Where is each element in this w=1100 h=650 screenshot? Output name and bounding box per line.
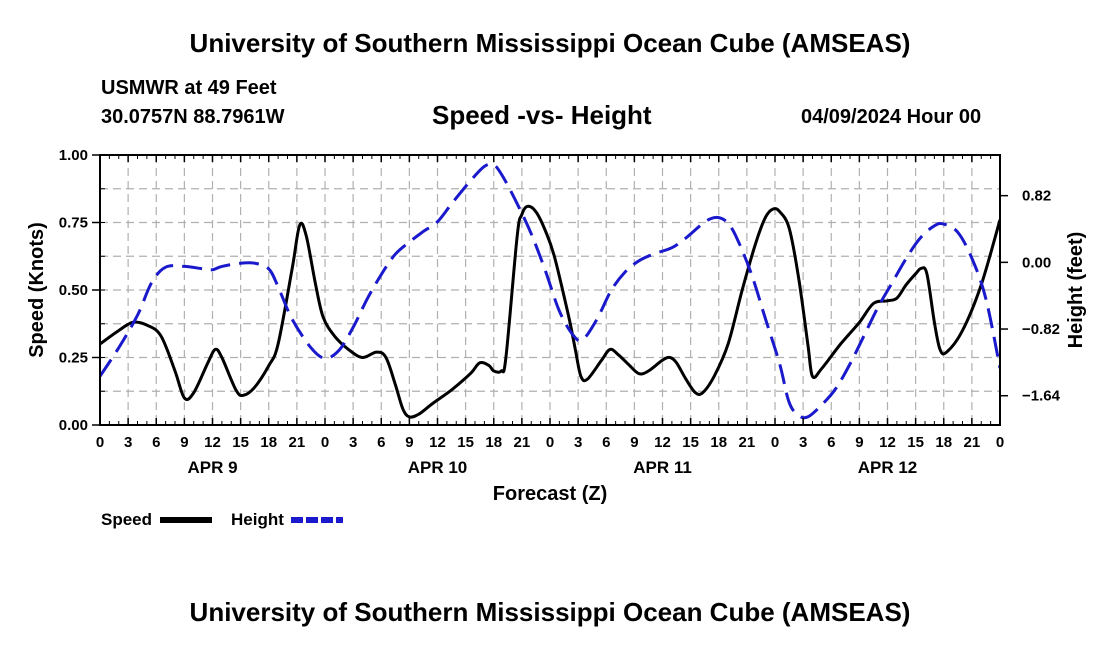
x-tick-label: 21 (514, 434, 531, 451)
legend-height-label: Height (231, 510, 284, 529)
x-tick-label: 9 (180, 434, 188, 451)
y2-axis-label: Height (feet) (1065, 232, 1087, 349)
x-tick-label: 0 (96, 434, 104, 451)
y2-tick-label: −0.82 (1022, 321, 1060, 338)
x-tick-label: 21 (964, 434, 981, 451)
x-tick-label: 6 (602, 434, 610, 451)
plot-title: Speed -vs- Height (432, 100, 652, 130)
chart-legend: Speed Height (101, 510, 343, 529)
x-tick-label: 15 (457, 434, 474, 451)
x-tick-label: 6 (377, 434, 385, 451)
x-tick-label: 15 (232, 434, 249, 451)
x-tick-label: 18 (485, 434, 502, 451)
day-label: APR 11 (633, 458, 692, 477)
chart-series (100, 162, 1000, 420)
x-tick-label: 21 (289, 434, 306, 451)
x-tick-label: 12 (204, 434, 221, 451)
x-tick-label: 21 (739, 434, 756, 451)
y-tick-label: 0.75 (59, 215, 88, 232)
x-tick-label: 9 (630, 434, 638, 451)
day-label: APR 9 (187, 458, 237, 477)
station-label: USMWR at 49 Feet (101, 77, 277, 99)
x-axis-label: Forecast (Z) (493, 483, 607, 505)
x-tick-label: 6 (827, 434, 835, 451)
forecast-date-label: 04/09/2024 Hour 00 (801, 106, 982, 128)
y2-tick-label: −1.64 (1022, 388, 1061, 405)
x-tick-label: 9 (855, 434, 863, 451)
x-tick-label: 6 (152, 434, 160, 451)
speed-series-line (100, 204, 1000, 419)
x-tick-label: 3 (349, 434, 357, 451)
x-tick-label: 15 (682, 434, 699, 451)
y-tick-label: 0.50 (59, 282, 88, 299)
y-tick-label: 0.25 (59, 350, 88, 367)
x-tick-label: 15 (907, 434, 924, 451)
x-tick-label: 3 (799, 434, 807, 451)
x-tick-label: 18 (935, 434, 952, 451)
x-tick-label: 0 (771, 434, 779, 451)
x-tick-label: 3 (124, 434, 132, 451)
x-tick-label: 9 (405, 434, 413, 451)
y2-tick-label: 0.82 (1022, 188, 1051, 205)
day-label: APR 12 (858, 458, 918, 477)
x-tick-label: 12 (879, 434, 896, 451)
footer-title: University of Southern Mississippi Ocean… (189, 597, 911, 627)
x-tick-label: 0 (546, 434, 554, 451)
chart-axes: 0 3 6 9 12 15 18 21 0 3 6 9 12 15 18 21 0 3 6 9 12 15 18 21 0 3 6 9… (59, 147, 1061, 477)
y-tick-label: 1.00 (59, 147, 88, 164)
x-tick-label: 18 (710, 434, 727, 451)
y-tick-label: 0.00 (59, 417, 88, 434)
legend-speed-label: Speed (101, 510, 152, 529)
x-tick-label: 12 (429, 434, 446, 451)
day-label: APR 10 (408, 458, 468, 477)
x-tick-label: 0 (321, 434, 329, 451)
x-tick-label: 3 (574, 434, 582, 451)
x-tick-label: 12 (654, 434, 671, 451)
x-tick-label: 0 (996, 434, 1004, 451)
coordinates-label: 30.0757N 88.7961W (101, 106, 285, 128)
height-series-line (100, 162, 1000, 420)
chart-grid (100, 155, 1000, 425)
chart-main-title: University of Southern Mississippi Ocean… (189, 28, 911, 58)
x-tick-label: 18 (260, 434, 277, 451)
y-axis-label: Speed (Knots) (26, 222, 48, 358)
y2-tick-label: 0.00 (1022, 254, 1051, 271)
